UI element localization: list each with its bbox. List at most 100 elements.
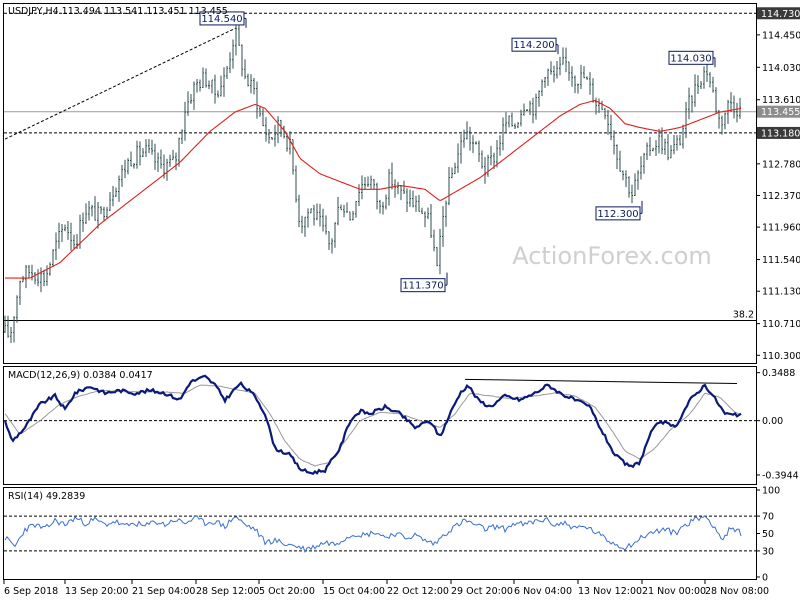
rsi-axis-label: 70 bbox=[762, 512, 774, 523]
price-bar bbox=[628, 176, 630, 198]
price-bar bbox=[688, 87, 690, 120]
price-bar bbox=[682, 124, 684, 149]
rsi-line bbox=[4, 515, 742, 554]
price-axis-label: 111.540 bbox=[762, 255, 800, 266]
price-bar bbox=[685, 101, 687, 139]
price-axis-label: 113.610 bbox=[762, 95, 800, 106]
price-bar bbox=[259, 105, 261, 117]
time-axis-label: 13 Sep 20:00 bbox=[65, 586, 128, 597]
annotation-111.370: 111.370 bbox=[400, 272, 448, 293]
price-bar bbox=[46, 265, 48, 286]
watermark: ActionForex.com bbox=[512, 242, 712, 270]
price-bar bbox=[229, 52, 231, 74]
price-bar bbox=[523, 103, 525, 116]
price-bar bbox=[70, 222, 72, 251]
price-bar bbox=[499, 135, 501, 156]
price-bar bbox=[574, 75, 576, 94]
price-bar bbox=[202, 67, 204, 89]
price-bar bbox=[124, 159, 126, 179]
price-bar bbox=[565, 47, 567, 73]
price-bar bbox=[412, 190, 414, 208]
price-axis-flag-label: 114.730 bbox=[761, 9, 800, 20]
price-bar bbox=[211, 79, 213, 94]
price-bar bbox=[445, 200, 447, 227]
time-axis-label: 6 Nov 04:00 bbox=[514, 586, 572, 597]
price-axis-flag-label: 113.180 bbox=[761, 128, 800, 139]
macd-axis-label: 0.00 bbox=[762, 416, 783, 427]
price-bar bbox=[61, 223, 63, 243]
price-bar bbox=[256, 81, 258, 119]
price-bar bbox=[118, 175, 120, 202]
price-axis-label: 114.450 bbox=[762, 30, 800, 41]
price-bar bbox=[340, 204, 342, 211]
price-bar bbox=[529, 100, 531, 116]
price-bar bbox=[100, 206, 102, 215]
price-bar bbox=[181, 129, 183, 144]
price-bar bbox=[370, 175, 372, 189]
moving-average-line bbox=[5, 99, 742, 279]
price-bar bbox=[271, 137, 273, 140]
rsi-axis-label: 100 bbox=[762, 486, 780, 497]
price-bar bbox=[220, 75, 222, 97]
price-axis-flag-bg bbox=[757, 126, 800, 139]
price-bar bbox=[709, 72, 711, 88]
price-bar bbox=[151, 139, 153, 155]
price-bar bbox=[214, 74, 216, 104]
price-bar bbox=[91, 204, 93, 217]
price-bar bbox=[718, 110, 720, 129]
price-axis-flag-bg bbox=[757, 105, 800, 118]
price-bar bbox=[541, 79, 543, 97]
price-bar bbox=[190, 93, 192, 104]
price-bar bbox=[262, 108, 264, 127]
fib-label: 38.2 bbox=[733, 310, 754, 321]
price-bar bbox=[460, 134, 462, 164]
price-bar bbox=[613, 130, 615, 155]
price-bar bbox=[85, 203, 87, 224]
price-bar bbox=[655, 140, 657, 157]
price-axis-label: 110.300 bbox=[762, 351, 800, 362]
price-bar bbox=[586, 76, 588, 80]
price-bar bbox=[325, 215, 327, 235]
price-bar bbox=[625, 170, 627, 188]
price-bar bbox=[316, 203, 318, 221]
price-bar bbox=[301, 215, 303, 234]
price-bar bbox=[712, 76, 714, 93]
price-bar bbox=[232, 39, 234, 69]
price-bar bbox=[544, 77, 546, 88]
price-bar bbox=[160, 149, 162, 169]
price-bar bbox=[247, 73, 249, 87]
price-bar bbox=[208, 80, 210, 90]
annotation-114.030: 114.030 bbox=[668, 50, 716, 68]
price-bar bbox=[331, 238, 333, 254]
price-bar bbox=[55, 232, 57, 261]
price-bar bbox=[517, 122, 519, 129]
price-bar bbox=[421, 207, 423, 214]
price-bar bbox=[427, 207, 429, 219]
price-bar bbox=[727, 99, 729, 125]
price-bar bbox=[472, 135, 474, 154]
time-axis-label: 21 Nov 00:00 bbox=[642, 586, 706, 597]
macd-layer bbox=[3, 374, 756, 475]
price-bar bbox=[31, 264, 33, 281]
price-axis-label: 111.130 bbox=[762, 287, 800, 298]
price-bar bbox=[253, 77, 255, 95]
price-bar bbox=[217, 90, 219, 98]
price-bar bbox=[337, 197, 339, 226]
price-bar bbox=[559, 56, 561, 76]
price-bar bbox=[112, 185, 114, 207]
price-bar bbox=[88, 200, 90, 221]
price-bar bbox=[82, 212, 84, 232]
price-bars bbox=[4, 24, 741, 343]
price-bar bbox=[172, 149, 174, 161]
price-bar bbox=[535, 93, 537, 120]
price-axis-label: 111.960 bbox=[762, 223, 800, 234]
price-bar bbox=[616, 144, 618, 170]
annotation-label: 114.200 bbox=[513, 40, 554, 51]
price-bar bbox=[721, 115, 723, 135]
price-bar bbox=[97, 202, 99, 229]
price-bar bbox=[454, 162, 456, 175]
price-bar bbox=[637, 170, 639, 190]
price-bar bbox=[433, 229, 435, 252]
price-bar bbox=[409, 189, 411, 207]
price-bar bbox=[250, 74, 252, 94]
